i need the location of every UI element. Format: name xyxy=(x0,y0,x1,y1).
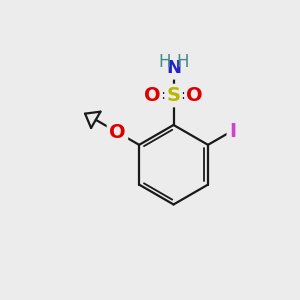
Text: N: N xyxy=(166,59,181,77)
Text: I: I xyxy=(229,122,236,141)
Text: O: O xyxy=(109,123,126,142)
Text: H: H xyxy=(158,53,171,71)
Text: S: S xyxy=(167,86,181,105)
Text: O: O xyxy=(186,86,203,105)
Text: H: H xyxy=(176,53,189,71)
Text: O: O xyxy=(109,123,126,142)
Text: O: O xyxy=(144,86,161,105)
